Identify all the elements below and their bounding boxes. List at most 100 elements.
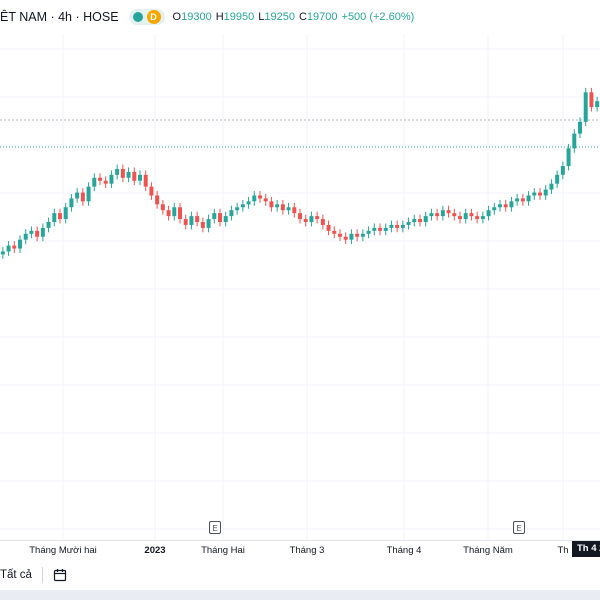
- candle-body: [526, 195, 531, 202]
- ohlc-high: H19950: [215, 11, 255, 23]
- time-tick-label: Tháng Năm: [463, 545, 513, 556]
- candle-body: [366, 230, 371, 234]
- earnings-event-marker[interactable]: E: [209, 521, 221, 534]
- candle-body: [223, 216, 228, 222]
- candle-body: [172, 207, 177, 217]
- candle-body: [520, 198, 525, 202]
- candle-body: [40, 227, 45, 237]
- candle-body: [498, 204, 502, 208]
- candle-body: [378, 227, 382, 231]
- candle-body: [566, 148, 571, 166]
- candle-body: [103, 180, 108, 184]
- calendar-icon[interactable]: [53, 568, 67, 582]
- candle-body: [503, 204, 508, 208]
- candle-body: [18, 239, 22, 249]
- candle-body: [126, 171, 131, 178]
- bottom-toolbar: Tất cả: [0, 560, 600, 590]
- earnings-event-marker[interactable]: E: [513, 521, 525, 534]
- candle-body: [435, 213, 440, 217]
- candle-body: [549, 183, 554, 190]
- market-status-group[interactable]: D: [128, 9, 165, 25]
- candle-body: [6, 245, 11, 252]
- toolbar-divider: [41, 567, 43, 583]
- candle-body: [578, 121, 582, 134]
- candle-body: [63, 207, 68, 220]
- price-change: +500 (+2.60%): [341, 11, 415, 23]
- candle-body: [418, 219, 422, 222]
- candle-body: [98, 177, 102, 181]
- candle-body: [372, 227, 377, 231]
- candle-body: [383, 227, 388, 231]
- candle-body: [560, 166, 565, 175]
- candle-body: [109, 174, 114, 184]
- candle-body: [149, 186, 154, 196]
- candle-body: [46, 222, 51, 228]
- candle-body: [458, 216, 462, 220]
- candle-body: [189, 216, 194, 225]
- candle-body: [515, 198, 520, 202]
- time-tick-label: Tháng Hai: [201, 545, 245, 556]
- candle-body: [412, 219, 417, 222]
- candle-body: [463, 213, 468, 220]
- candle-body: [469, 213, 474, 217]
- candle-body: [69, 198, 74, 208]
- candle-body: [195, 216, 200, 222]
- time-tick-label: Tháng Mười hai: [29, 545, 97, 556]
- candle-body: [275, 204, 280, 208]
- candle-body: [509, 201, 514, 208]
- candle-body: [115, 168, 120, 175]
- time-axis[interactable]: Tháng Mười hai 2023 Tháng Hai Tháng 3 Th…: [0, 540, 600, 561]
- candle-body: [326, 224, 331, 231]
- symbol-title[interactable]: ÊT NAM · 4h · HOSE: [0, 10, 119, 24]
- candle-body: [440, 210, 445, 217]
- ohlc-close: C19700: [298, 11, 338, 23]
- candle-body: [349, 233, 354, 240]
- candle-body: [120, 168, 125, 178]
- candle-body: [532, 192, 537, 196]
- market-open-icon: [132, 12, 143, 22]
- candlestick-chart[interactable]: [0, 34, 600, 540]
- candle-body: [160, 204, 165, 211]
- candle-body: [138, 174, 142, 181]
- candle-body: [475, 216, 480, 220]
- candle-body: [400, 224, 405, 228]
- candle-body: [92, 177, 97, 187]
- ohlc-values: O19300 H19950 L19250 C19700 +500 (+2.60%…: [173, 11, 415, 23]
- candle-body: [240, 204, 245, 208]
- candle-body: [52, 213, 57, 222]
- candle-body: [155, 195, 160, 205]
- candle-body: [178, 207, 182, 220]
- candle-body: [75, 192, 80, 199]
- candle-body: [332, 230, 337, 234]
- market-status-badge[interactable]: D: [128, 9, 165, 25]
- candle-body: [58, 213, 62, 220]
- candle-body: [406, 222, 411, 225]
- chart-grid: [0, 34, 600, 540]
- time-tick-label: Th: [557, 545, 569, 556]
- candle-body: [360, 233, 365, 237]
- candle-body: [589, 92, 594, 108]
- candle-body: [12, 245, 17, 249]
- candle-body: [315, 216, 320, 220]
- candle-body: [235, 207, 240, 211]
- candle-body: [446, 210, 451, 214]
- candle-body: [543, 189, 548, 196]
- candle-body: [183, 219, 188, 225]
- range-all-button[interactable]: Tất cả: [0, 569, 32, 581]
- candle-body: [395, 224, 400, 228]
- ohlc-open: O19300: [172, 11, 212, 23]
- candle-body: [595, 101, 600, 108]
- candle-body: [480, 216, 485, 220]
- candles: [0, 87, 600, 259]
- candle-body: [229, 210, 234, 217]
- time-tick-label: Tháng 3: [289, 545, 325, 556]
- candle-body: [252, 195, 257, 202]
- candle-body: [286, 207, 291, 211]
- candle-body: [320, 219, 325, 225]
- candle-body: [572, 133, 577, 149]
- candle-body: [86, 186, 91, 202]
- candle-body: [206, 219, 211, 228]
- candle-body: [343, 236, 348, 240]
- candle-body: [218, 213, 222, 222]
- candle-body: [212, 213, 217, 220]
